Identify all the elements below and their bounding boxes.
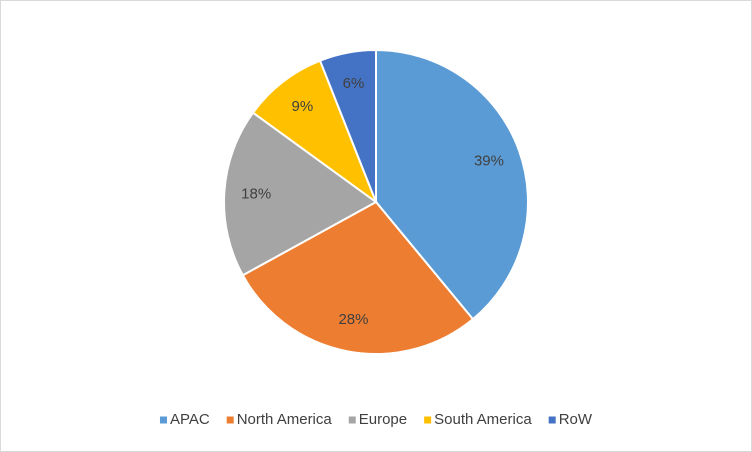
legend-label: South America [434,411,532,428]
legend-marker [348,416,356,424]
pie-slice [223,111,378,277]
pie-slice [251,59,379,205]
legend-marker [226,416,234,424]
legend-marker [159,416,167,424]
data-label: 39% [474,152,504,169]
legend-label: Europe [359,411,407,428]
legend-marker [548,416,556,424]
data-label: 28% [338,311,368,328]
legend-label: RoW [559,411,593,428]
data-label: 18% [241,185,271,202]
data-label: 6% [343,75,365,92]
legend-marker [424,416,432,424]
data-label: 9% [292,98,314,115]
legend-label: North America [237,411,333,428]
pie-slice [318,48,377,203]
legend-label: APAC [170,411,210,428]
pie-slice [241,200,475,355]
pie-slice [375,48,529,321]
